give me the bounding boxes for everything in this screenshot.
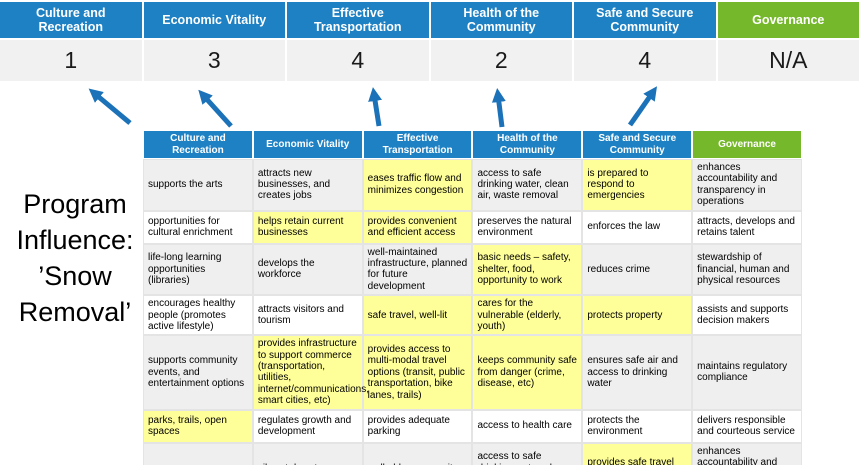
matrix-cell: basic needs – safety, shelter, food, opp… [473,244,582,295]
matrix-cell: supports the arts [144,160,252,210]
matrix-cell: provides safe travel and mobility [583,443,692,465]
banner-governance: Governance [717,2,859,38]
banner-culture-and-recreation: Culture and Recreation [0,2,142,38]
matrix-body: supports the arts attracts new businesses… [144,160,801,465]
program-title-line: ’Snow [38,261,112,291]
program-title-line: Removal’ [18,297,132,327]
matrix-cell: access to safe drinking water, clean air… [473,443,582,465]
matrix-cell: opportunities for cultural enrichment [144,211,252,243]
matrix-cell: protects the environment [583,410,692,442]
score-effective-transportation: 4 [287,40,429,81]
score-economic-vitality: 3 [143,40,285,81]
matrix-header-safe-and-secure-community: Safe and Secure Community [583,131,692,158]
matrix-cell: access to safe drinking water, clean air… [473,160,582,210]
matrix-cell: is prepared to respond to emergencies [583,160,692,210]
matrix-cell: regulates growth and development [253,410,362,442]
matrix-row: vibrant downtownwalkable communityaccess… [144,443,801,465]
matrix-row: encourages healthy people (promotes acti… [144,296,801,335]
matrix-header-governance: Governance [693,131,801,158]
matrix-cell: provides adequate parking [363,410,472,442]
score-safe-and-secure-community: 4 [574,40,716,81]
matrix-cell: supports community events, and entertain… [144,336,252,409]
matrix-header-effective-transportation: Effective Transportation [363,131,472,158]
arrow-health-of-the-community [491,88,506,128]
matrix-header-health-of-the-community: Health of the Community [473,131,582,158]
matrix-cell: parks, trails, open spaces [144,410,252,442]
banner-label: Health of the Community [463,5,540,34]
arrow-culture-and-recreation [88,88,132,125]
matrix-cell: vibrant downtown [253,443,362,465]
matrix-cell: assists and supports decision makers [693,296,801,335]
matrix-cell [144,443,252,465]
banner-label: Safe and Secure Community [596,5,694,34]
score-culture-and-recreation: 1 [0,40,142,81]
matrix-cell: eases traffic flow and minimizes congest… [363,160,472,210]
matrix-cell: enhances accountability and transparency… [693,443,801,465]
matrix-cell: attracts, develops and retains talent [693,211,801,243]
influence-matrix: Culture and Recreation Economic Vitality E… [142,129,803,465]
arrow-safe-and-secure-community [627,86,658,127]
banner-label: Effective Transportation [313,5,402,34]
matrix-cell: reduces crime [583,244,692,295]
matrix-cell: encourages healthy people (promotes acti… [144,296,252,335]
banner-economic-vitality: Economic Vitality [143,2,285,38]
matrix-row: supports the arts attracts new businesses… [144,160,801,210]
score-value: N/A [769,47,808,73]
matrix-cell: walkable community [363,443,472,465]
matrix-cell: attracts visitors and tourism [253,296,362,335]
matrix-cell: protects property [583,296,692,335]
matrix-row: supports community events, and entertain… [144,336,801,409]
score-value: 3 [207,47,221,73]
score-health-of-the-community: 2 [430,40,572,81]
priority-banner: Culture and Recreation Economic Vitality E… [0,2,859,38]
matrix-cell: access to health care [473,410,582,442]
matrix-cell: enhances accountability and transparency… [693,160,801,210]
matrix-cell: stewardship of financial, human and phys… [693,244,801,295]
matrix-cell: provides infrastructure to support comme… [253,336,369,409]
matrix-cell: develops the workforce [253,244,362,295]
banner-label: Governance [752,12,825,27]
banner-label: Economic Vitality [162,12,267,27]
matrix-cell: provides access to multi-modal travel op… [363,336,472,409]
matrix-cell: provides convenient and efficient access [363,211,472,243]
matrix-row: life-long learning opportunities (librar… [144,244,801,295]
matrix-row: opportunities for cultural enrichment hel… [144,211,801,243]
score-value: 4 [351,47,365,73]
program-title: Program Influence: ’Snow Removal’ [0,186,150,330]
matrix-header-economic-vitality: Economic Vitality [253,131,362,158]
banner-effective-transportation: Effective Transportation [287,2,429,38]
program-title-line: Program [23,189,127,219]
banner-safe-and-secure-community: Safe and Secure Community [574,2,716,38]
matrix-cell: cares for the vulnerable (elderly, youth… [473,296,582,335]
program-title-line: Influence: [16,225,134,255]
arrow-economic-vitality [198,89,233,128]
matrix-cell: enforces the law [583,211,692,243]
score-value: 1 [64,47,78,73]
score-governance: N/A [717,40,859,81]
matrix-cell: well-maintained infrastructure, planned … [363,244,472,295]
score-value: 4 [638,47,652,73]
matrix-header-culture-and-recreation: Culture and Recreation [144,131,252,158]
matrix-cell: attracts new businesses, and creates job… [253,160,362,210]
matrix-cell: life-long learning opportunities (librar… [144,244,252,295]
banner-health-of-the-community: Health of the Community [430,2,572,38]
matrix-cell: delivers responsible and courteous servi… [693,410,801,442]
matrix-cell: ensures safe air and access to drinking … [583,336,692,409]
arrow-effective-transportation [368,87,382,127]
matrix-cell: helps retain current businesses [253,211,362,243]
matrix-cell: maintains regulatory compliance [693,336,801,409]
matrix-row: parks, trails, open spaces regulates grow… [144,410,801,442]
score-band: 1 3 4 2 4 N/A [0,40,859,81]
matrix-head: Culture and Recreation Economic Vitality E… [144,131,801,158]
matrix-cell: safe travel, well-lit [363,296,472,335]
matrix-cell: keeps community safe from danger (crime,… [473,336,582,409]
banner-label: Culture and Recreation [36,5,106,34]
matrix-cell: preserves the natural environment [473,211,582,243]
score-value: 2 [494,47,508,73]
